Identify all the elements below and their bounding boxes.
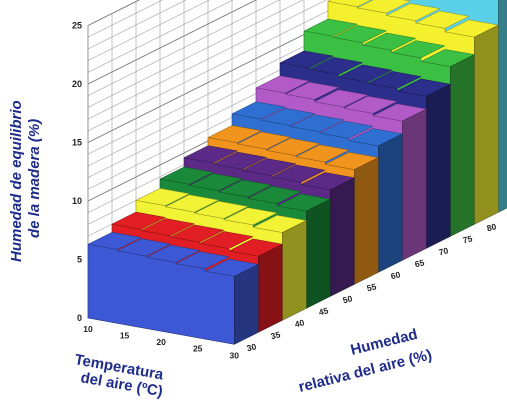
bar-top xyxy=(169,224,225,243)
bar-top xyxy=(159,166,215,185)
humidity-tick-label: 55 xyxy=(366,281,378,293)
gridline-h xyxy=(87,0,258,85)
bar-top xyxy=(255,75,311,94)
bar-side-face xyxy=(426,83,451,249)
bar-top xyxy=(217,179,273,198)
y-axis-label-line2: de la madera (%) xyxy=(26,119,43,238)
bar-top xyxy=(145,244,201,263)
bar-top xyxy=(241,158,297,177)
bar-side-face xyxy=(474,24,499,225)
gridline-h xyxy=(87,0,234,73)
bar-top xyxy=(415,10,470,29)
bar-top xyxy=(343,95,398,114)
humidity-tick-label: 40 xyxy=(294,317,306,329)
bar-top xyxy=(135,188,191,206)
bar-top xyxy=(164,194,220,213)
bar-side-face xyxy=(282,220,307,321)
bar-top xyxy=(260,107,316,126)
bar-top xyxy=(361,32,417,51)
temperature-tick-label: 15 xyxy=(120,331,130,341)
humidity-tick-label: 70 xyxy=(438,245,450,257)
bar-top xyxy=(223,207,278,226)
humidity-tick-label: 50 xyxy=(342,293,354,305)
bar-top xyxy=(313,89,369,108)
humidity-tick-label: 30 xyxy=(246,341,258,353)
humidity-tick-label: 75 xyxy=(462,233,474,245)
bar-top xyxy=(337,64,393,83)
y-tick-label: 5 xyxy=(77,255,82,265)
bar-side-face xyxy=(450,54,475,237)
bar-side-face xyxy=(306,198,331,309)
gridline-h xyxy=(87,0,327,120)
temperature-tick-label: 10 xyxy=(83,324,93,334)
bar-top xyxy=(391,40,446,59)
temperature-tick-label: 20 xyxy=(156,337,166,347)
y-axis-label-line1: Humedad de equilibrio xyxy=(8,100,25,262)
bar-top xyxy=(303,18,359,37)
bar-top xyxy=(332,25,388,43)
bar-top xyxy=(207,125,263,143)
humidity-tick-label: 45 xyxy=(318,305,330,317)
temperature-tick-label: 30 xyxy=(230,350,240,360)
bar-side-face xyxy=(234,263,259,345)
bar-side-face xyxy=(378,133,403,273)
y-tick-label: 15 xyxy=(72,138,82,148)
series-row-30 xyxy=(87,232,260,345)
humidity-tick-label: 35 xyxy=(270,329,282,341)
bar-top xyxy=(183,145,239,164)
bar-top xyxy=(284,81,340,100)
bar-top xyxy=(271,164,326,183)
bar-top xyxy=(319,120,374,139)
gridline-h xyxy=(87,0,280,96)
bar-top xyxy=(199,231,254,249)
y-tick-label: 20 xyxy=(72,79,82,89)
bar-top xyxy=(116,238,172,257)
bar-side-face xyxy=(330,177,355,297)
y-tick-label: 10 xyxy=(72,196,82,206)
humidity-tick-label: 65 xyxy=(414,257,426,269)
bar-side-face xyxy=(354,157,379,285)
temperature-tick-label: 25 xyxy=(193,344,203,354)
bars-group xyxy=(87,0,507,345)
ticks-group: 0 5 10 15 20 25 10 15 20 25 30 30 35 40 45 50 55 60 65 70 75… xyxy=(72,21,498,361)
bar-top xyxy=(385,3,441,21)
bar-top xyxy=(188,173,244,191)
bar-top xyxy=(231,101,287,120)
y-tick-label: 0 xyxy=(77,313,82,323)
bar-top xyxy=(87,232,143,250)
bar-top xyxy=(140,218,196,237)
bar-top xyxy=(265,138,321,156)
gridline-h xyxy=(87,0,210,61)
bar-top xyxy=(236,131,292,150)
y-tick-label: 25 xyxy=(72,21,82,31)
bar-top xyxy=(212,151,268,170)
bar-top xyxy=(289,114,345,133)
bar-top xyxy=(279,50,335,69)
bar-side-face xyxy=(258,243,283,333)
bar-top xyxy=(247,186,302,204)
humidity-tick-label: 60 xyxy=(390,269,402,281)
bar-top xyxy=(111,211,167,230)
bar-top xyxy=(308,57,364,75)
gridline-h xyxy=(87,0,351,132)
bar-top xyxy=(175,251,230,270)
bar-top xyxy=(367,71,422,89)
bar-side-face xyxy=(498,0,507,213)
bar-top xyxy=(327,0,372,7)
bar-top xyxy=(295,144,350,163)
bar-side-face xyxy=(402,108,427,261)
humidity-tick-label: 80 xyxy=(486,221,498,233)
bar-top xyxy=(356,0,412,14)
bar-top xyxy=(193,200,249,219)
gridline-h xyxy=(87,0,304,108)
